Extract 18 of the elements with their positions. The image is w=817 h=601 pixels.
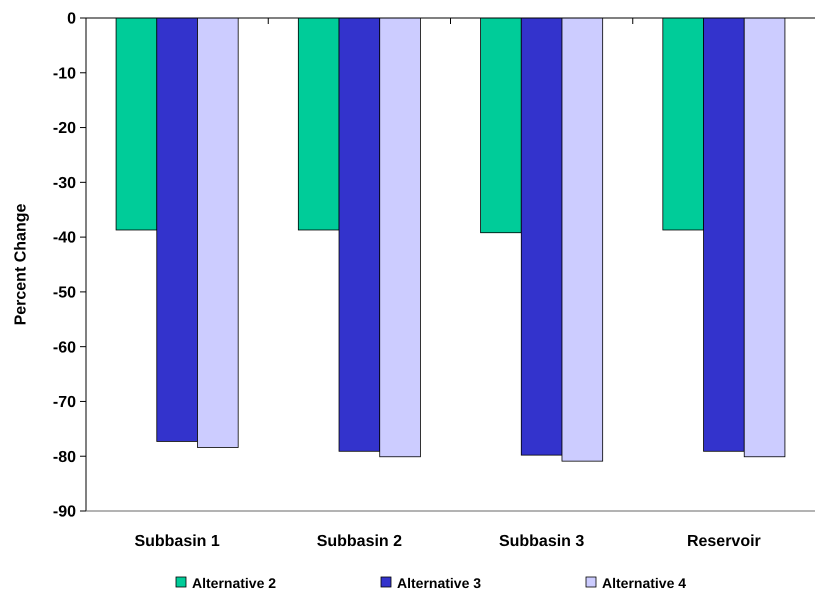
legend-label: Alternative 2	[192, 574, 276, 591]
y-tick-label: 0	[67, 10, 76, 28]
x-tick-label: Subbasin 3	[498, 533, 584, 550]
x-tick-label: Reservoir	[686, 533, 761, 550]
y-tick-label: -90	[52, 504, 76, 521]
legend-label: Alternative 3	[397, 574, 482, 591]
y-tick-label: -20	[52, 120, 76, 138]
y-tick-label: -30	[52, 174, 76, 192]
y-tick-label: -40	[52, 230, 76, 247]
y-axis-title: Percent Change	[12, 203, 30, 326]
y-tick-label: -60	[52, 339, 76, 356]
y-tick-label: -70	[52, 394, 76, 412]
y-tick-label: -80	[52, 448, 76, 466]
y-tick-label: -50	[52, 284, 76, 302]
y-tick-label: -10	[52, 65, 76, 82]
x-tick-label: Subbasin 2	[316, 533, 402, 550]
legend-label: Alternative 4	[602, 574, 686, 591]
x-tick-label: Subbasin 1	[134, 533, 220, 550]
